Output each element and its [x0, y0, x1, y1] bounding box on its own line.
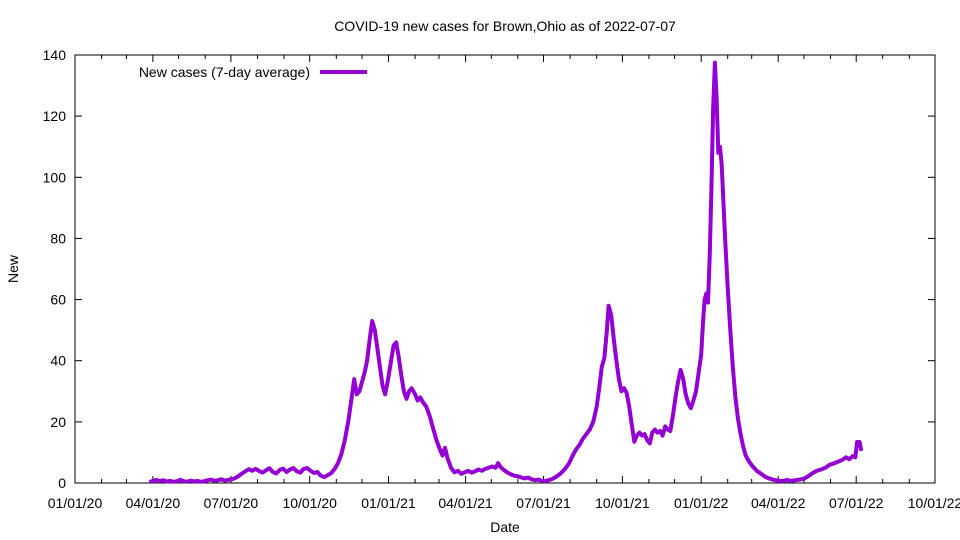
y-tick-label: 40: [50, 353, 66, 369]
x-tick-label: 01/01/22: [674, 495, 729, 511]
plot-border: [74, 54, 936, 484]
y-axis-ticks: [75, 54, 935, 484]
x-tick-label: 07/01/20: [204, 495, 259, 511]
legend-label: New cases (7-day average): [139, 64, 310, 80]
x-axis-tick-labels: 01/01/20 04/01/20 07/01/20 10/01/20 01/01/21…: [48, 495, 960, 511]
x-tick-label: 07/01/21: [516, 495, 571, 511]
x-tick-label: 01/01/20: [48, 495, 103, 511]
x-tick-label: 07/01/22: [829, 495, 884, 511]
y-tick-label: 0: [58, 475, 66, 491]
y-tick-label: 80: [50, 230, 66, 246]
y-axis-tick-labels: 0 20 40 60 80 100 120 140: [43, 47, 67, 491]
x-tick-label: 04/01/20: [126, 495, 181, 511]
x-axis-ticks: [74, 55, 936, 483]
x-tick-label: 10/01/21: [595, 495, 650, 511]
x-tick-label: 10/01/20: [282, 495, 337, 511]
series-line-new-cases: [148, 60, 864, 484]
legend: New cases (7-day average): [139, 64, 367, 80]
y-axis-label: New: [5, 254, 21, 283]
x-tick-label: 01/01/21: [361, 495, 416, 511]
x-axis-label: Date: [490, 519, 520, 535]
y-tick-label: 20: [50, 414, 66, 430]
chart-title: COVID-19 new cases for Brown,Ohio as of …: [334, 18, 676, 34]
x-tick-label: 04/01/22: [751, 495, 806, 511]
y-tick-label: 100: [43, 169, 67, 185]
y-tick-label: 60: [50, 292, 66, 308]
y-tick-label: 120: [43, 108, 67, 124]
y-tick-label: 140: [43, 47, 67, 63]
x-tick-label: 04/01/21: [438, 495, 493, 511]
x-tick-label: 10/01/22: [908, 495, 960, 511]
